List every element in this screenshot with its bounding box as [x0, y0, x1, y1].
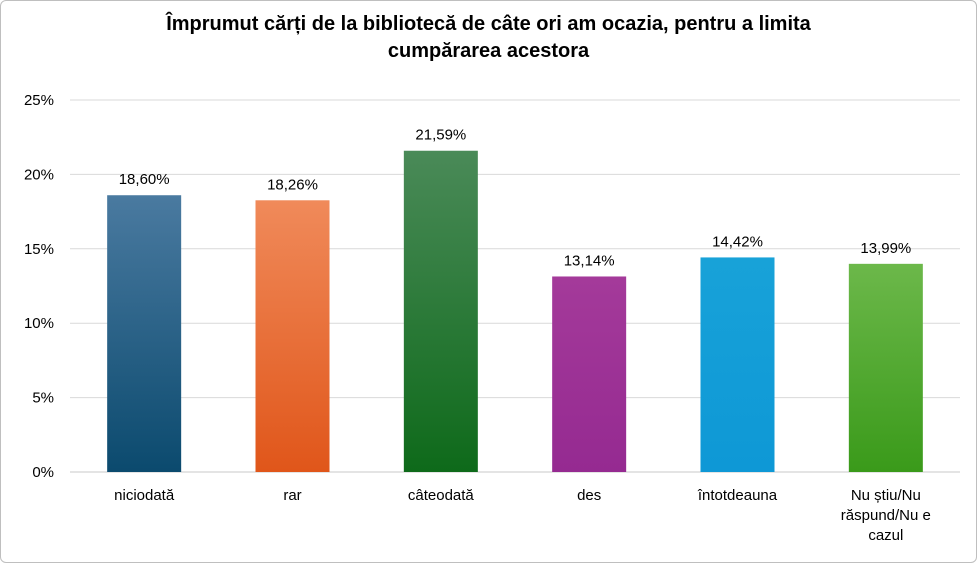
data-label: 18,60% [119, 171, 170, 188]
data-label: 14,42% [712, 233, 763, 250]
y-tick-label: 25% [24, 92, 54, 109]
x-tick-label: întotdeauna [697, 487, 778, 504]
y-tick-label: 0% [32, 464, 54, 481]
x-tick-label: câteodată [408, 487, 475, 504]
bar [700, 257, 775, 472]
bar [107, 195, 182, 472]
chart-title: Împrumut cărți de la bibliotecă de câte … [166, 13, 811, 62]
y-tick-label: 20% [24, 166, 54, 183]
y-tick-label: 5% [32, 390, 54, 407]
x-tick-label: des [577, 487, 601, 504]
y-tick-label: 10% [24, 315, 54, 332]
bar [403, 150, 478, 473]
data-label: 21,59% [415, 127, 466, 144]
data-label: 18,26% [267, 176, 318, 193]
bar [848, 263, 923, 472]
x-tick-label: rar [283, 487, 301, 504]
bar [255, 200, 330, 472]
x-tick-label: niciodată [114, 487, 175, 504]
bar [552, 276, 627, 472]
x-tick-label: Nu știu/Nu răspund/Nu e cazul [841, 487, 931, 544]
y-tick-label: 15% [24, 241, 54, 258]
data-label: 13,99% [860, 240, 911, 257]
data-label: 13,14% [564, 252, 615, 269]
